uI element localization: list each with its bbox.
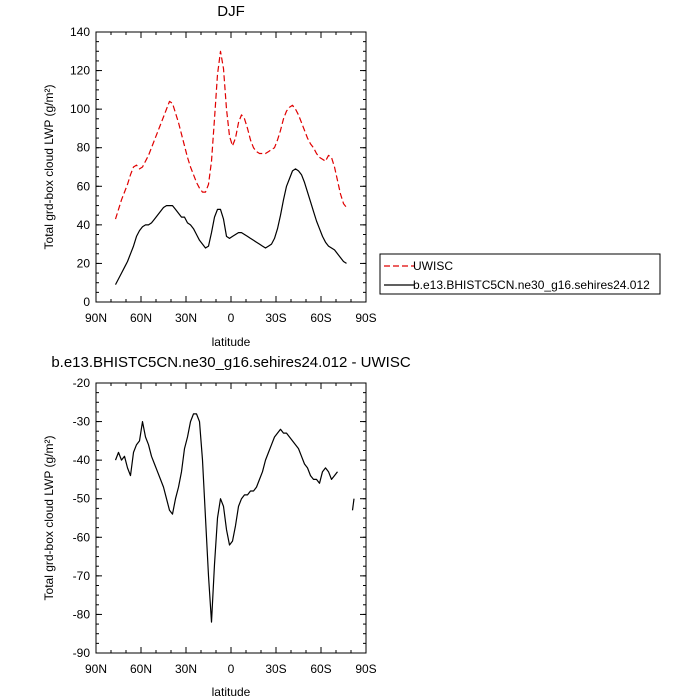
top-x-tick-label: 30S — [265, 311, 286, 325]
bottom-x-tick-label: 60N — [130, 662, 152, 676]
top-x-axis-title: latitude — [212, 335, 251, 349]
bottom-x-tick-label: 90N — [85, 662, 107, 676]
top-y-tick-label: 40 — [77, 218, 91, 232]
top-x-tick-label: 0 — [228, 311, 235, 325]
top-y-tick-label: 20 — [77, 256, 91, 270]
legend-box — [379, 253, 661, 295]
top-series-line-1 — [114, 168, 347, 285]
bottom-x-tick-label: 0 — [228, 662, 235, 676]
top-x-tick-label: 90S — [355, 311, 376, 325]
top-y-tick-label: 100 — [70, 102, 90, 116]
top-x-tick-label: 60S — [310, 311, 331, 325]
top-x-tick-label: 30N — [175, 311, 197, 325]
top-y-axis-title: Total grd-box cloud LWP (g/m²) — [42, 85, 56, 250]
top-y-tick-label: 60 — [77, 179, 91, 193]
bottom-y-tick-label: -30 — [73, 415, 91, 429]
bottom-ticks: 90N 60N 30N 0 30S 60S 90S -20 -30 -40 -50 -60 -70 -80… — [73, 376, 377, 676]
top-y-tick-label: 80 — [77, 141, 91, 155]
bottom-x-tick-label: 30N — [175, 662, 197, 676]
bottom-series-lines — [114, 413, 355, 623]
top-x-tick-label: 90N — [85, 311, 107, 325]
bottom-y-tick-label: -60 — [73, 530, 91, 544]
legend-label-model: b.e13.BHISTC5CN.ne30_g16.sehires24.012 — [413, 278, 650, 292]
top-x-tick-label: 60N — [130, 311, 152, 325]
legend: UWISC b.e13.BHISTC5CN.ne30_g16.sehires24… — [379, 253, 661, 295]
bottom-y-tick-label: -80 — [73, 607, 91, 621]
bottom-plot-frame — [95, 382, 367, 654]
bottom-y-tick-label: -50 — [73, 492, 91, 506]
bottom-y-tick-label: -20 — [73, 376, 91, 390]
bottom-x-tick-label: 60S — [310, 662, 331, 676]
bottom-x-tick-label: 90S — [355, 662, 376, 676]
top-series-line-0 — [114, 50, 347, 220]
bottom-y-tick-label: -40 — [73, 453, 91, 467]
bottom-y-axis-title: Total grd-box cloud LWP (g/m²) — [42, 436, 56, 601]
bottom-x-axis-title: latitude — [212, 685, 251, 699]
bottom-series-line-1 — [351, 498, 355, 511]
top-ticks: 90N 60N 30N 0 30S 60S 90S 0 20 40 60 80 100 120 140 — [70, 25, 377, 325]
legend-label-uwisc: UWISC — [413, 259, 453, 273]
top-plot-frame — [95, 31, 367, 303]
bottom-series-line-0 — [114, 413, 338, 623]
bottom-panel: b.e13.BHISTC5CN.ne30_g16.sehires24.012 -… — [42, 354, 411, 699]
top-y-tick-label: 140 — [70, 25, 90, 39]
top-panel: DJF 90N 60N 30N 0 30S 60S 90S 0 20 40 60 80 100 120 14… — [42, 3, 377, 349]
top-y-tick-label: 0 — [83, 295, 90, 309]
bottom-chart-title: b.e13.BHISTC5CN.ne30_g16.sehires24.012 -… — [51, 354, 411, 371]
top-y-tick-label: 120 — [70, 64, 90, 78]
bottom-y-tick-label: -90 — [73, 646, 91, 660]
bottom-x-tick-label: 30S — [265, 662, 286, 676]
top-series-lines — [114, 50, 347, 285]
top-chart-title: DJF — [217, 3, 245, 20]
bottom-y-tick-label: -70 — [73, 569, 91, 583]
